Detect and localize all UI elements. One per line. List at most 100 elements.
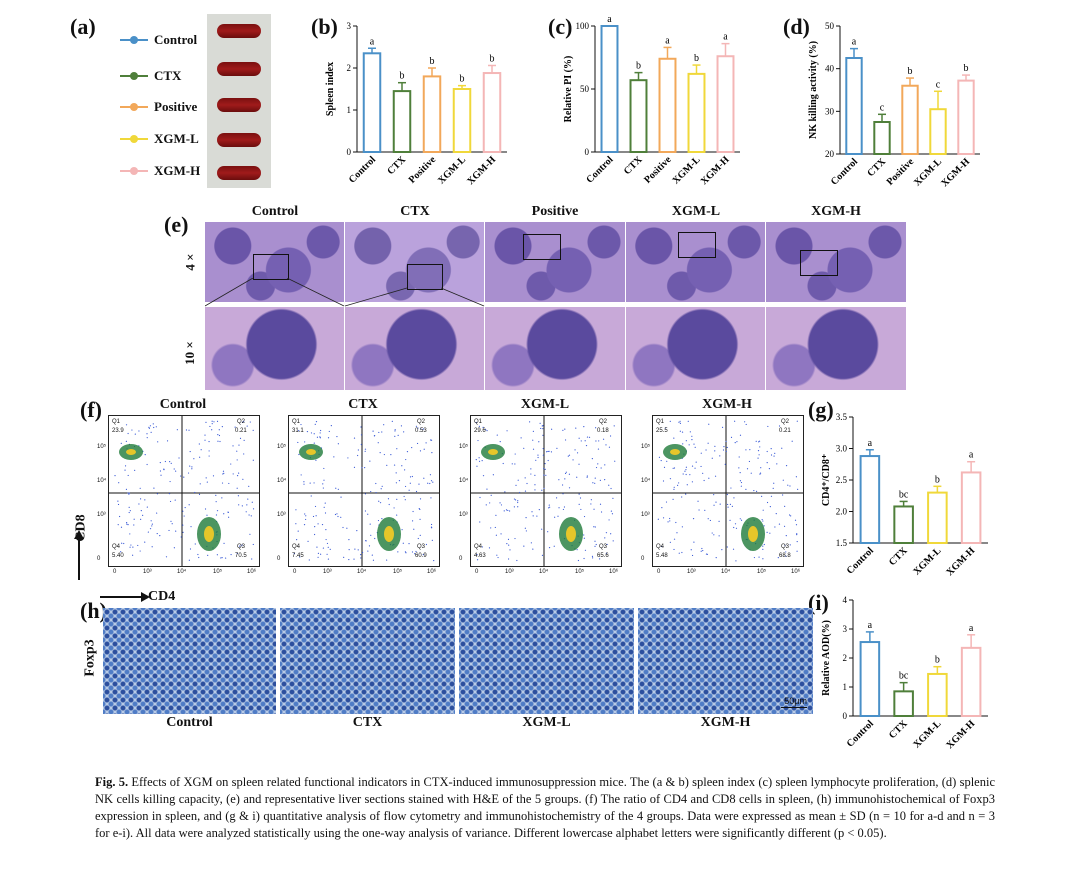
scatter-point (529, 421, 531, 423)
scatter-point (578, 503, 580, 505)
bar (362, 52, 382, 153)
scatter-point (576, 452, 579, 454)
scatter-point (120, 442, 122, 444)
scatter-point (395, 472, 397, 474)
scatter-point (684, 470, 686, 472)
scatter-point (593, 526, 595, 528)
scatter-point (417, 427, 419, 429)
q3-label: Q3 (417, 544, 426, 550)
scatter-point (773, 482, 775, 484)
q3-label: Q3 (781, 544, 790, 550)
scatter-point (303, 523, 306, 526)
scatter-point (594, 482, 596, 484)
scatter-point (342, 526, 344, 529)
scatter-point (218, 429, 220, 431)
flow-plot: Q1 29.6 Q2 0.18 Q4 4.63 Q3 65.6 0 10³ 10⁴ 10⁵ 10⁶ 10… (459, 415, 622, 575)
scatter-point (490, 527, 492, 529)
scatter-point (215, 494, 217, 496)
flow-y-tick: 10³ (641, 512, 650, 518)
he-group-label: Positive (531, 204, 579, 219)
scatter-point (357, 549, 359, 551)
scatter-point (295, 509, 297, 511)
scatter-point (719, 455, 721, 457)
scatter-point (323, 506, 325, 508)
scatter-point (514, 463, 516, 465)
spleen-photo (207, 14, 271, 188)
scatter-point (700, 550, 702, 552)
scatter-points (475, 421, 616, 562)
ihc-row-label: Foxp3 (82, 639, 98, 677)
legend-label: CTX (154, 68, 182, 83)
scatter-point (548, 506, 551, 508)
scatter-point (118, 482, 120, 484)
panel-label-c: (c) (548, 14, 573, 39)
flow-y-arrow (74, 530, 84, 580)
flow-x-arrow (100, 592, 150, 602)
scatter-point (532, 439, 534, 441)
scatter-point (348, 558, 350, 561)
scatter-point (662, 480, 665, 482)
scatter-point (221, 497, 223, 499)
scatter-point (157, 441, 159, 443)
scatter-point (185, 429, 188, 431)
scatter-point (726, 446, 728, 449)
significance-letter: b (935, 655, 940, 666)
flow-y-tick: 10⁴ (459, 478, 469, 484)
scatter-point (360, 434, 363, 436)
scatter-point (132, 554, 134, 556)
scatter-point (425, 543, 428, 546)
scatter-point (514, 537, 516, 540)
scatter-point (146, 506, 148, 508)
scatter-point (386, 559, 388, 561)
scatter-point (394, 435, 396, 437)
scatter-point (691, 435, 693, 437)
scatter-point (564, 428, 566, 430)
y-tick-label: 20 (825, 149, 835, 159)
scatter-point (757, 449, 760, 452)
scatter-point (785, 555, 787, 557)
flow-x-tick: 10⁵ (575, 569, 585, 575)
scatter-point (783, 525, 786, 527)
scatter-point (314, 423, 316, 425)
scatter-point (313, 442, 315, 444)
scatter-point (317, 556, 319, 558)
scatter-point (600, 511, 603, 513)
scatter-point (478, 460, 481, 462)
legend-label: Control (154, 32, 198, 47)
scatter-point (524, 527, 526, 529)
scatter-point (791, 440, 793, 442)
scatter-point (431, 527, 433, 529)
scatter-point (514, 499, 517, 501)
scatter-point (523, 545, 525, 547)
he-group-label: XGM-H (811, 204, 861, 219)
scatter-point (312, 515, 315, 518)
scatter-point (120, 526, 123, 528)
scatter-point (163, 468, 165, 470)
scatter-point (770, 448, 772, 450)
flow-group-label: XGM-L (520, 397, 570, 412)
scatter-point (599, 558, 601, 560)
q3-value: 68.8 (779, 553, 791, 559)
scatter-point (198, 493, 201, 496)
scatter-point (251, 501, 253, 503)
scatter-point (594, 545, 596, 547)
scatter-point (796, 540, 798, 543)
q2-value: 0.21 (779, 428, 791, 434)
scatter-point (738, 456, 740, 458)
scatter-point (322, 483, 324, 485)
scatter-point (364, 510, 367, 512)
scatter-point (173, 468, 175, 470)
scatter-point (148, 426, 150, 428)
scatter-point (328, 430, 330, 433)
scatter-point (246, 504, 248, 506)
scatter-point (340, 496, 342, 498)
scatter-point (796, 550, 798, 552)
scatter-point (703, 479, 705, 482)
scatter-point (127, 432, 129, 435)
scatter-point (223, 472, 225, 474)
scatter-point (784, 544, 786, 546)
scatter-point (594, 477, 596, 479)
scatter-point (236, 450, 238, 452)
scatter-point (782, 494, 784, 496)
scatter-point (354, 548, 356, 550)
